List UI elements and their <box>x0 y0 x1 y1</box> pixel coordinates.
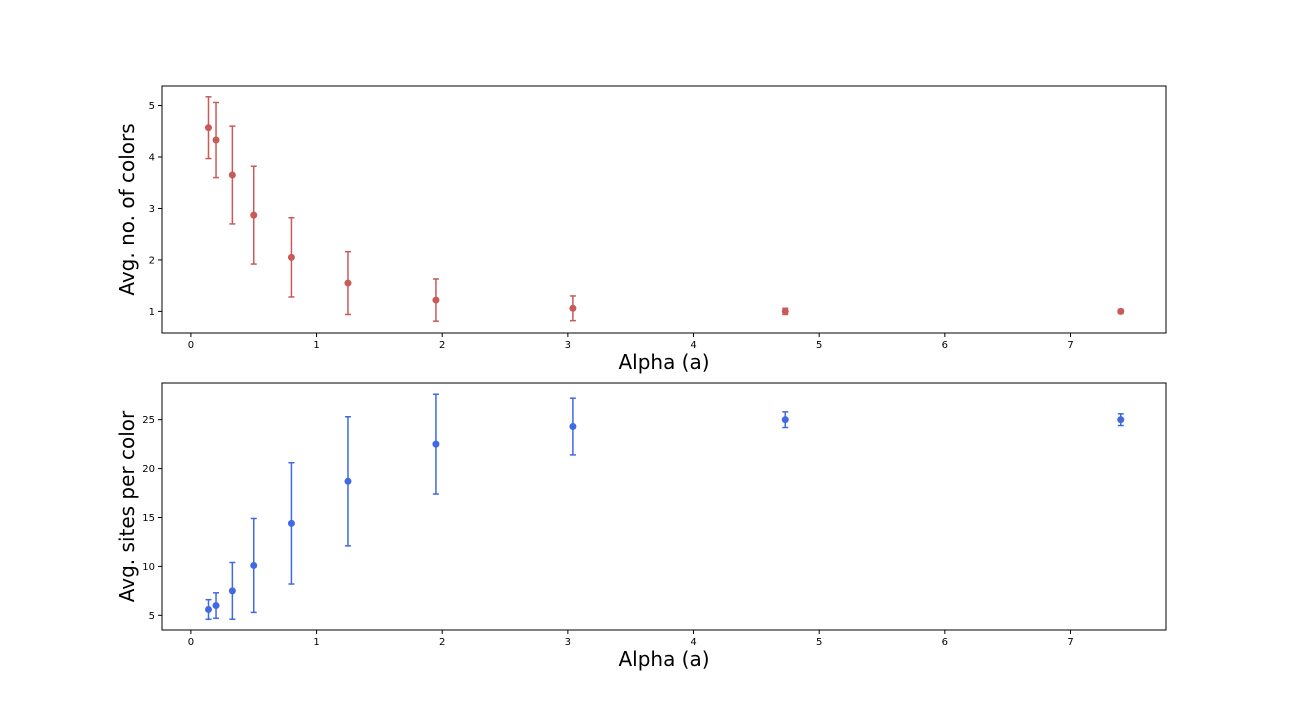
x-tick-label: 5 <box>816 637 822 648</box>
plot-frame <box>161 382 1167 631</box>
x-tick-label: 6 <box>942 340 948 351</box>
data-point <box>228 587 236 595</box>
data-point <box>204 124 212 132</box>
y-axis-label: Avg. sites per color <box>115 410 139 602</box>
y-tick-label: 15 <box>142 513 155 524</box>
data-point <box>432 296 440 304</box>
data-point <box>781 416 789 424</box>
y-tick-label: 25 <box>142 415 155 426</box>
data-point <box>287 253 295 261</box>
x-tick-label: 4 <box>690 340 696 351</box>
y-tick-label: 2 <box>149 255 155 266</box>
y-tick-label: 10 <box>142 562 155 573</box>
y-tick-label: 5 <box>149 101 155 112</box>
x-tick-label: 0 <box>188 340 194 351</box>
x-tick-label: 2 <box>439 637 445 648</box>
y-tick-label: 5 <box>149 611 155 622</box>
data-point <box>432 440 440 448</box>
data-point <box>1117 416 1125 424</box>
data-point <box>212 136 220 144</box>
chart-colors: 0 1 2 3 4 5 6 7 1 2 3 4 5 Alpha (a) Avg. no. of colors <box>115 85 1167 374</box>
x-tick-label: 0 <box>188 637 194 648</box>
y-axis-label: Avg. no. of colors <box>115 123 139 295</box>
x-axis-label: Alpha (a) <box>618 647 709 671</box>
x-tick-label: 1 <box>313 637 319 648</box>
data-point <box>344 477 352 485</box>
x-axis-label: Alpha (a) <box>618 350 709 374</box>
data-point <box>250 211 258 219</box>
x-tick-label: 6 <box>942 637 948 648</box>
x-tick-label: 3 <box>565 340 571 351</box>
x-tick-label: 1 <box>313 340 319 351</box>
x-tick-label: 5 <box>816 340 822 351</box>
data-point <box>250 561 258 569</box>
data-point <box>287 519 295 527</box>
data-point <box>569 423 577 431</box>
x-tick-label: 3 <box>565 637 571 648</box>
x-tick-label: 7 <box>1067 637 1073 648</box>
y-tick-label: 1 <box>149 307 155 318</box>
data-point <box>212 602 220 610</box>
data-point <box>344 279 352 287</box>
x-tick-label: 4 <box>690 637 696 648</box>
y-tick-label: 4 <box>149 153 155 164</box>
x-tick-label: 7 <box>1067 340 1073 351</box>
data-point <box>569 304 577 312</box>
data-point <box>204 605 212 613</box>
plot-frame <box>161 85 1167 334</box>
chart-sites-per-color: 0 1 2 3 4 5 6 7 5 10 15 20 25 Alpha (a) Avg. sites per… <box>115 382 1167 671</box>
data-point <box>781 307 789 315</box>
data-point <box>228 171 236 179</box>
y-tick-label: 20 <box>142 464 155 475</box>
x-tick-label: 2 <box>439 340 445 351</box>
data-point <box>1117 307 1125 315</box>
y-tick-label: 3 <box>149 204 155 215</box>
